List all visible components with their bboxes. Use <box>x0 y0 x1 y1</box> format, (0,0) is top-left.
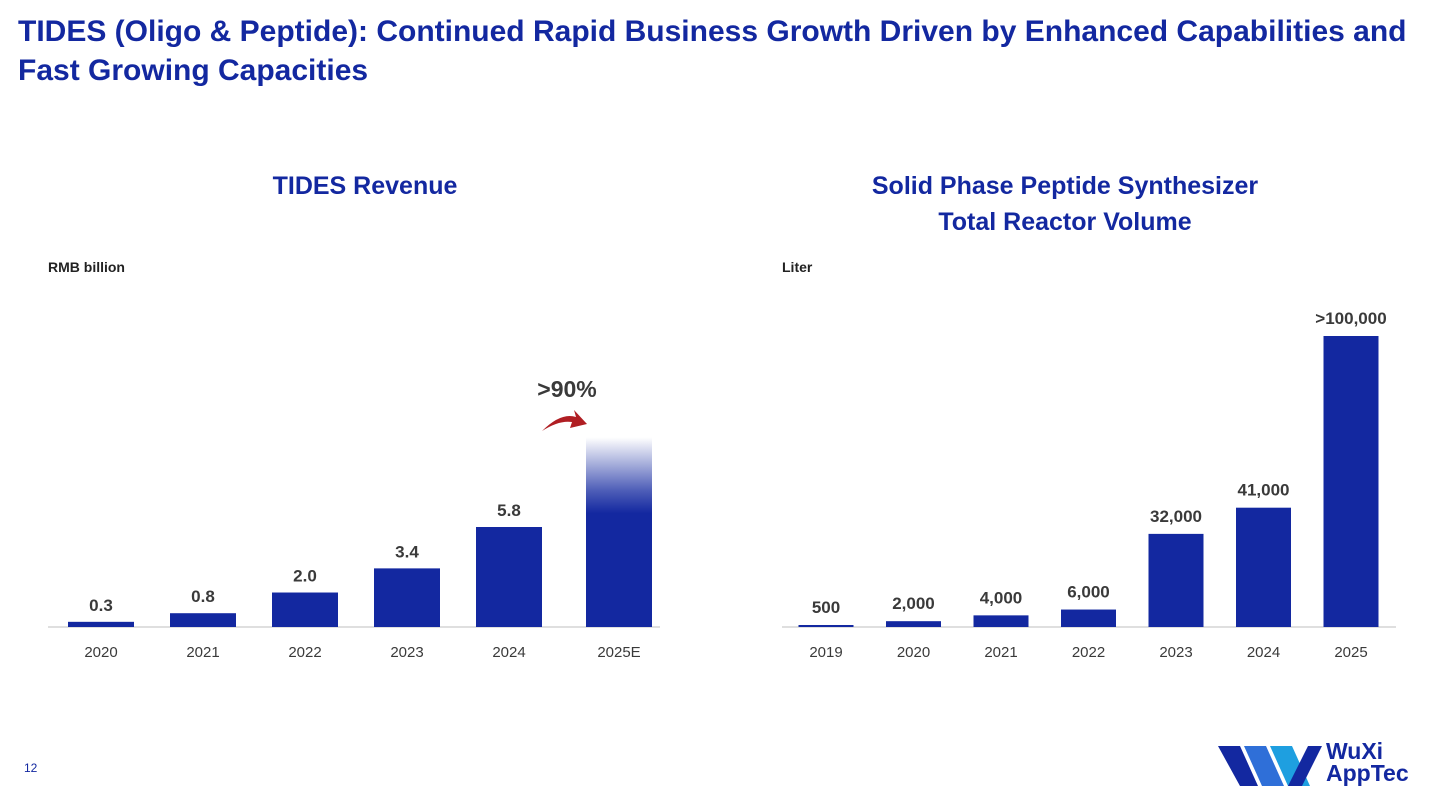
revenue-value-label-2020: 0.3 <box>89 596 113 615</box>
reactor-tick-2020: 2020 <box>897 644 930 661</box>
reactor-value-label-2022: 6,000 <box>1067 583 1110 602</box>
reactor-chart-title-line-1: Solid Phase Peptide Synthesizer <box>871 172 1259 200</box>
reactor-tick-2019: 2019 <box>809 644 842 661</box>
reactor-chart-title-line-2: Total Reactor Volume <box>938 208 1192 236</box>
reactor-bar-2025 <box>1323 336 1379 627</box>
reactor-tick-2021: 2021 <box>984 644 1017 661</box>
revenue-tick-2020: 2020 <box>84 644 117 661</box>
revenue-value-label-2022: 2.0 <box>293 567 317 586</box>
revenue-tick-2024: 2024 <box>492 644 525 661</box>
reactor-chart-title: Solid Phase Peptide Synthesizer Total Re… <box>800 168 1330 240</box>
reactor-tick-2023: 2023 <box>1159 644 1192 661</box>
page-number: 12 <box>24 761 38 775</box>
reactor-bar-2024 <box>1236 507 1291 627</box>
revenue-unit-label: RMB billion <box>48 259 125 275</box>
reactor-bar-2020 <box>886 621 941 627</box>
reactor-value-label-2023: 32,000 <box>1150 507 1202 526</box>
revenue-value-label-2023: 3.4 <box>395 542 419 561</box>
reactor-tick-2025: 2025 <box>1334 644 1367 661</box>
logo-text-line-1: WuXi <box>1326 738 1384 764</box>
reactor-value-label-2024: 41,000 <box>1238 481 1290 500</box>
revenue-bar-2022 <box>272 592 338 627</box>
revenue-chart-title: TIDES Revenue <box>272 172 458 200</box>
reactor-value-label-2021: 4,000 <box>980 588 1023 607</box>
reactor-bar-2019 <box>798 625 854 627</box>
reactor-tick-2024: 2024 <box>1247 644 1280 661</box>
revenue-bar-2021 <box>170 613 236 627</box>
revenue-tick-2023: 2023 <box>390 644 423 661</box>
revenue-bar-2024 <box>476 527 542 627</box>
reactor-bar-chart: 500 2019 2,000 2020 4,000 2021 6,000 2022 32,000… <box>782 309 1396 661</box>
wuxi-apptec-logo <box>1218 746 1322 786</box>
reactor-bar-2022 <box>1061 609 1116 627</box>
revenue-bar-2023 <box>374 568 440 627</box>
revenue-bar-chart: 0.3 2020 0.8 2021 2.0 2022 3.4 2023 5.8 2024 2025E… <box>48 376 660 661</box>
reactor-unit-label: Liter <box>782 259 813 275</box>
revenue-value-label-2024: 5.8 <box>497 501 521 520</box>
logo-text: WuXi AppTec <box>1326 738 1409 786</box>
reactor-value-label-2020: 2,000 <box>892 594 935 613</box>
reactor-bar-2023 <box>1148 533 1204 627</box>
reactor-bar-2021 <box>973 615 1029 627</box>
growth-annotation: >90% <box>537 376 596 402</box>
reactor-value-label-2025: >100,000 <box>1315 309 1386 328</box>
revenue-value-label-2021: 0.8 <box>191 587 215 606</box>
page-title: TIDES (Oligo & Peptide): Continued Rapid… <box>18 15 1407 87</box>
logo-text-line-2: AppTec <box>1326 760 1409 786</box>
reactor-value-label-2019: 500 <box>812 598 840 617</box>
revenue-tick-2022: 2022 <box>288 644 321 661</box>
revenue-tick-2025E: 2025E <box>597 644 640 661</box>
growth-arrow-icon <box>542 410 587 431</box>
revenue-tick-2021: 2021 <box>186 644 219 661</box>
revenue-bar-2020 <box>68 621 134 627</box>
reactor-tick-2022: 2022 <box>1072 644 1105 661</box>
revenue-bar-2025E <box>586 437 652 627</box>
